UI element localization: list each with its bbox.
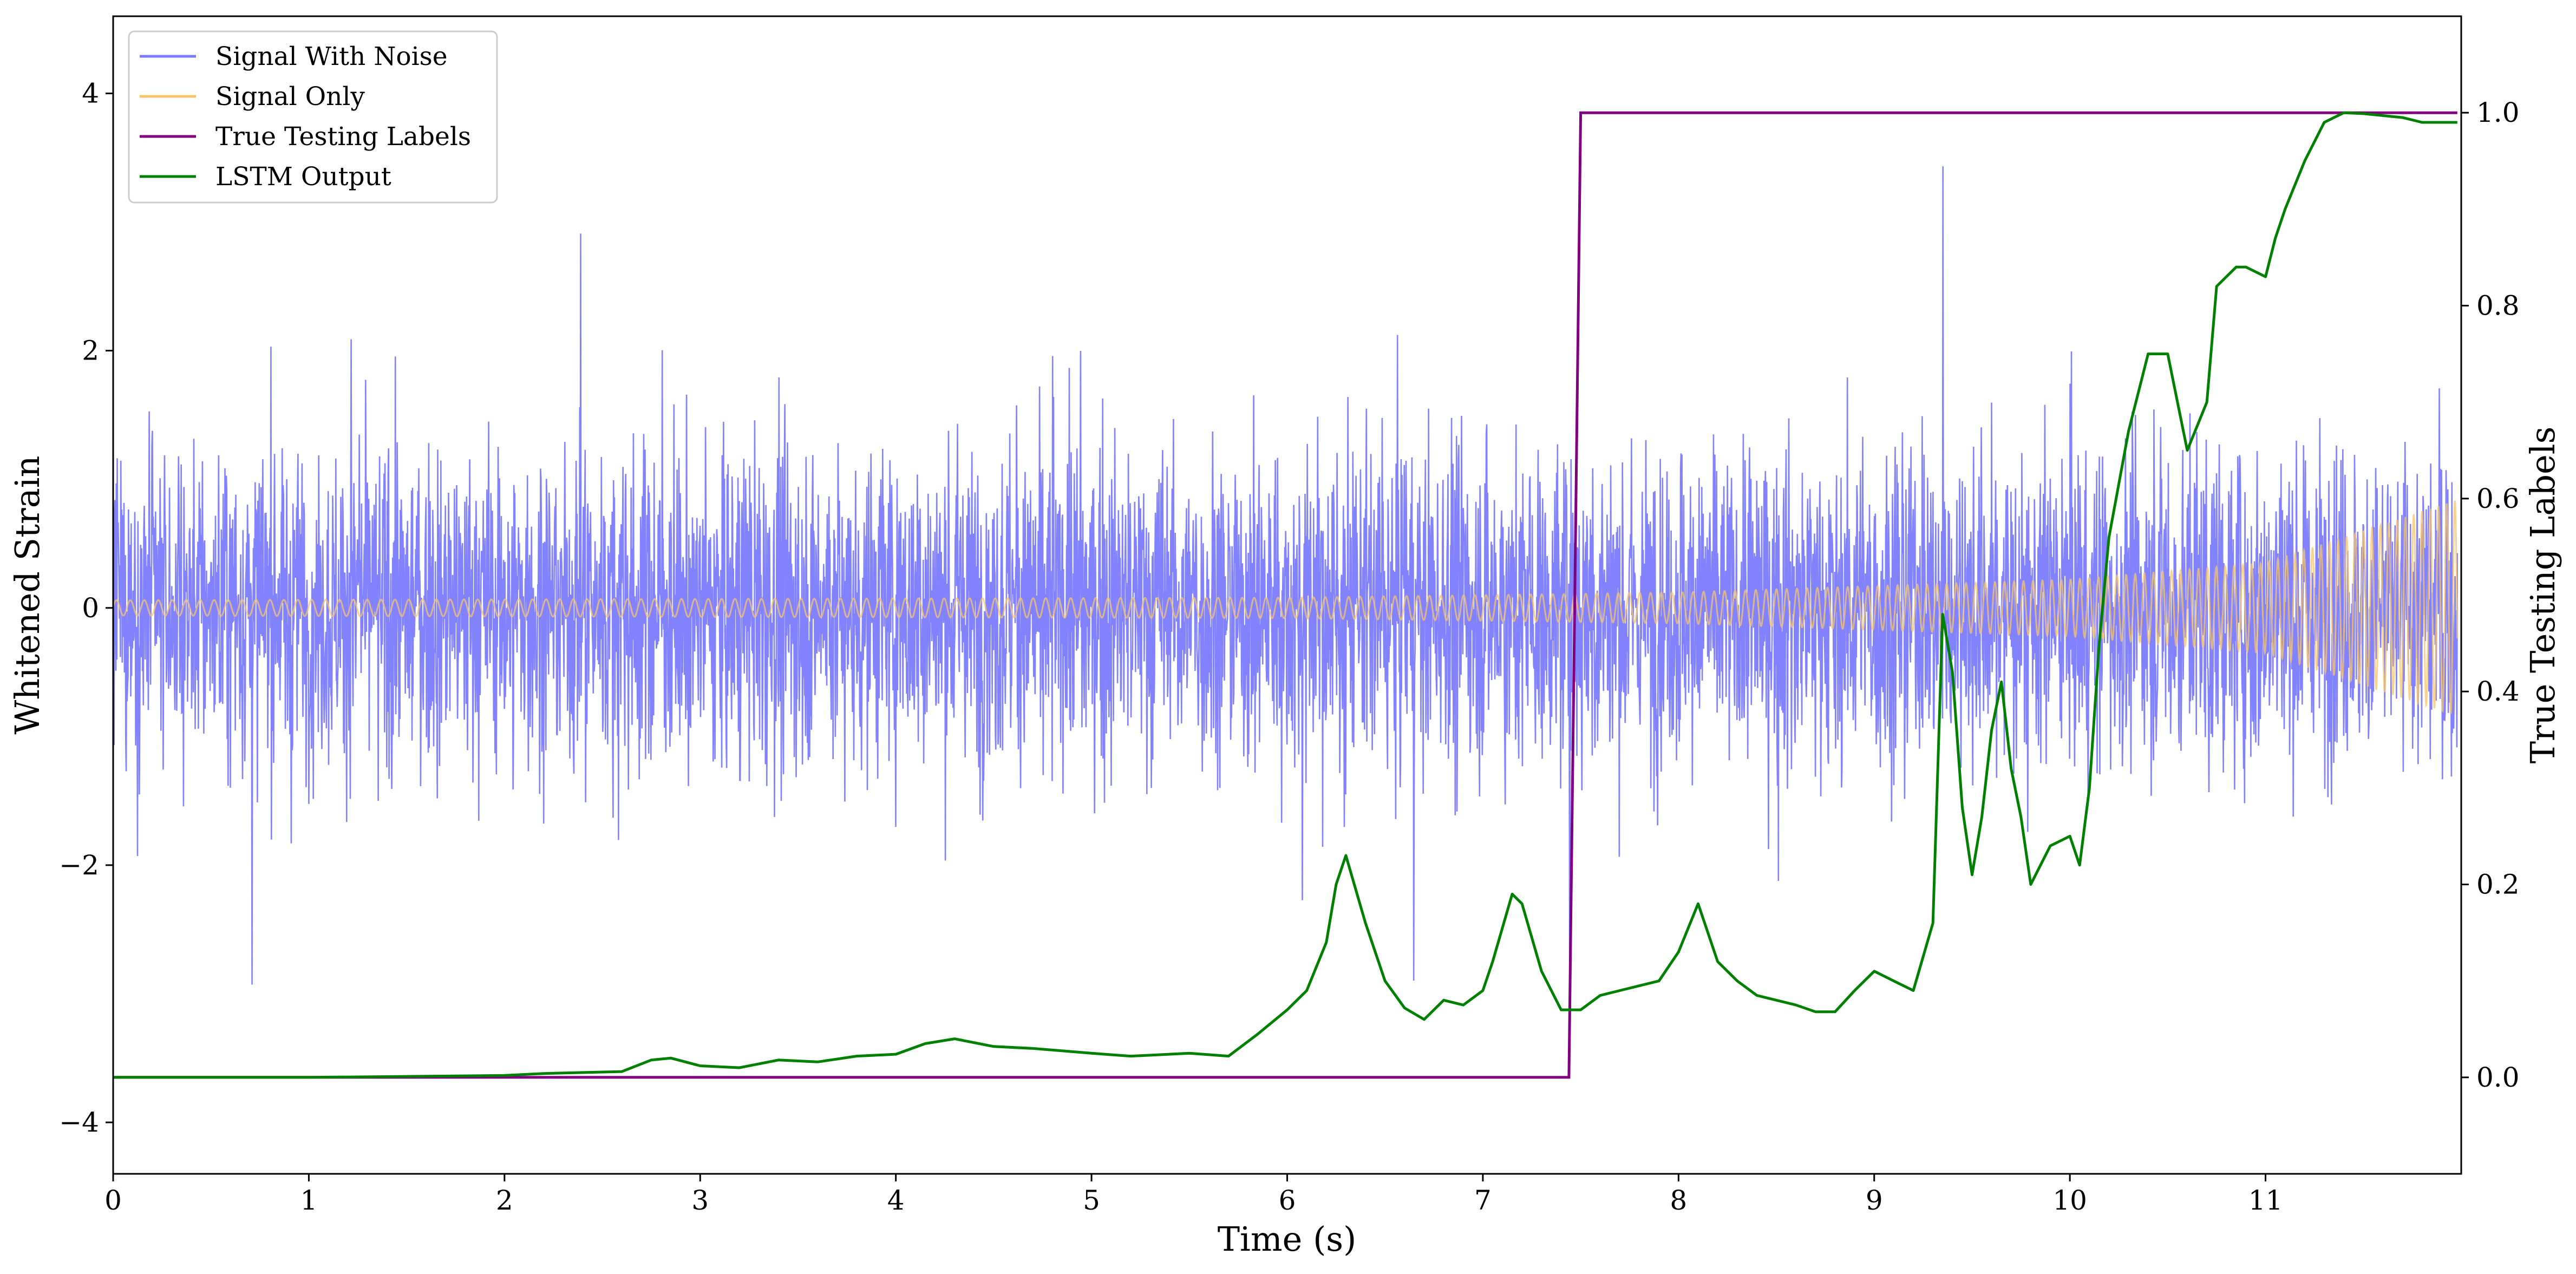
legend-label-lstm-output: LSTM Output	[215, 162, 391, 192]
y-tick-label-left: 2	[82, 335, 99, 367]
x-tick-label: 10	[2052, 1185, 2087, 1216]
y-tick-label-left: 0	[82, 592, 99, 624]
y-axis-left: −4 −2 0 2 4	[59, 78, 113, 1138]
y-tick-label-left: −2	[59, 850, 99, 881]
y-tick-label-right: 0.4	[2476, 676, 2520, 707]
y-tick-label-right: 0.8	[2476, 290, 2520, 322]
x-tick-label: 2	[496, 1185, 513, 1216]
y-axis-title-right: True Testing Labels	[2523, 427, 2562, 764]
lstm-output-series	[113, 111, 2457, 1079]
x-tick-label: 7	[1474, 1185, 1492, 1216]
legend-label-true-testing-labels: True Testing Labels	[215, 122, 471, 152]
y-tick-label-right: 0.6	[2476, 483, 2520, 514]
x-tick-label: 8	[1670, 1185, 1687, 1216]
x-tick-label: 0	[104, 1185, 122, 1216]
y-tick-label-right: 0.2	[2476, 869, 2520, 900]
x-tick-label: 6	[1279, 1185, 1296, 1216]
x-tick-label: 5	[1083, 1185, 1100, 1216]
y-tick-label-left: 4	[82, 78, 99, 109]
legend-label-signal-with-noise: Signal With Noise	[215, 42, 448, 71]
true-testing-labels-series	[113, 111, 2457, 1079]
true-testing-labels-line	[113, 111, 2457, 1079]
y-tick-label-right: 0.0	[2476, 1062, 2520, 1093]
lstm-output-line	[113, 111, 2457, 1079]
signal-with-noise-line	[113, 166, 2459, 990]
y-tick-label-left: −4	[59, 1107, 99, 1138]
y-tick-label-right: 1.0	[2476, 97, 2520, 128]
x-axis-title: Time (s)	[1218, 1219, 1357, 1259]
x-tick-label: 3	[691, 1185, 709, 1216]
x-axis: 0 1 2 3 4 5 6 7 8 9 10 11	[104, 1174, 2283, 1216]
signal-only-series	[113, 500, 2459, 714]
legend-label-signal-only: Signal Only	[215, 82, 365, 112]
x-tick-label: 4	[887, 1185, 905, 1216]
legend-box	[128, 30, 498, 204]
y-axis-right: 0.0 0.2 0.4 0.6 0.8 1.0	[2461, 97, 2520, 1093]
y-axis-title-left: Whitened Strain	[8, 456, 47, 735]
x-tick-label: 9	[1866, 1185, 1883, 1216]
signal-only-line	[113, 500, 2459, 714]
signal-with-noise-series	[113, 166, 2459, 990]
x-tick-label: 11	[2248, 1185, 2283, 1216]
legend: Signal With Noise Signal Only True Testi…	[128, 30, 498, 204]
x-tick-label: 1	[300, 1185, 318, 1216]
